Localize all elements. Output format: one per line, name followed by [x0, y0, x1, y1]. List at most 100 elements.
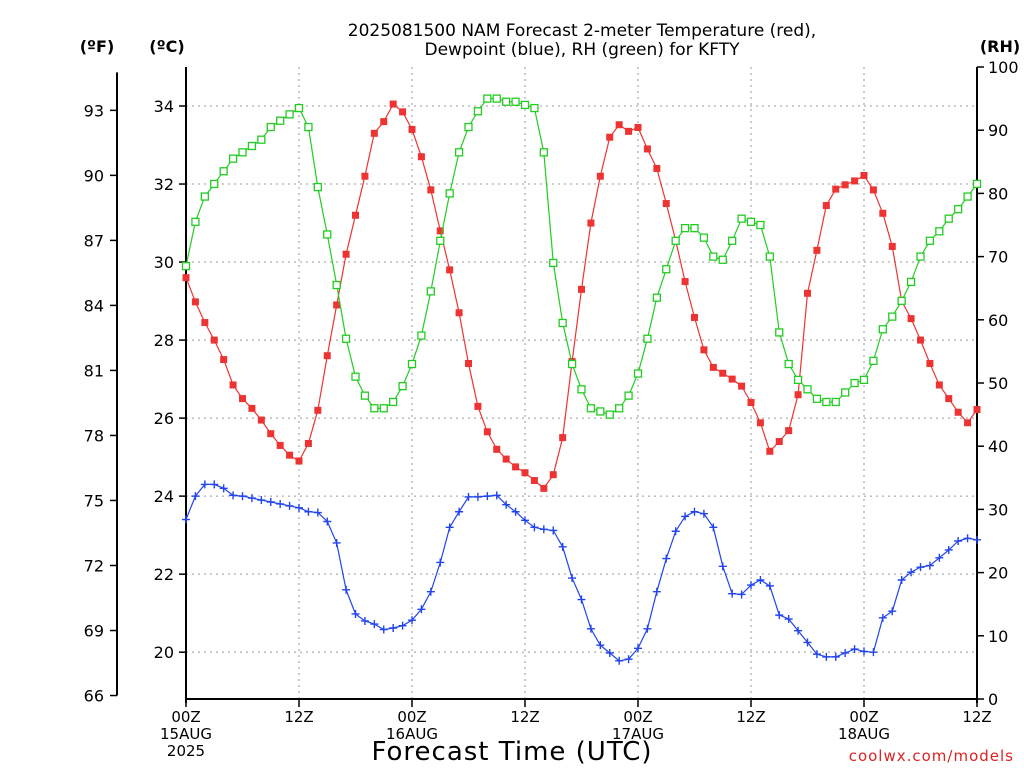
data-point [615, 656, 624, 665]
data-point [492, 94, 501, 103]
data-point [540, 484, 548, 492]
data-point [370, 129, 378, 137]
data-point [916, 252, 925, 261]
data-point [925, 561, 934, 570]
data-point [897, 576, 906, 585]
data-point [210, 480, 219, 489]
data-point [201, 319, 209, 327]
data-point [521, 469, 529, 477]
data-point [652, 587, 661, 596]
data-point [841, 388, 850, 397]
data-point [219, 167, 228, 176]
fahrenheit-tick-label: 90 [84, 166, 104, 185]
rh-tick-label: 70 [988, 248, 1008, 267]
data-point [247, 141, 257, 151]
data-point [737, 590, 746, 599]
x-axis-title: Forecast Time (UTC) [371, 737, 652, 767]
fahrenheit-tick-label: 84 [84, 296, 104, 315]
data-point [634, 644, 642, 653]
data-point [313, 508, 322, 517]
data-point [257, 496, 266, 505]
data-point [577, 385, 586, 394]
data-point [964, 419, 972, 427]
data-point [643, 624, 652, 633]
data-point [248, 404, 256, 412]
data-point [436, 236, 445, 245]
data-point [191, 217, 200, 226]
x-tick-label: 12Z [736, 708, 765, 726]
data-point [464, 122, 473, 132]
data-point [963, 534, 972, 543]
data-point [671, 527, 680, 536]
data-point [851, 177, 859, 185]
data-point [804, 289, 811, 297]
data-point [426, 587, 435, 596]
data-point [493, 445, 501, 453]
data-point [860, 647, 868, 656]
data-point [775, 438, 783, 446]
fahrenheit-tick-label: 78 [84, 426, 104, 445]
data-point [266, 497, 275, 506]
axes [116, 67, 978, 703]
data-point [229, 381, 237, 389]
data-point [596, 407, 605, 416]
celsius-axis-label: (ºC) [149, 37, 184, 56]
series-rh [181, 94, 982, 419]
data-point [427, 186, 435, 194]
data-point [652, 293, 661, 302]
data-point [407, 359, 417, 369]
data-point [803, 638, 812, 647]
data-point [699, 509, 708, 518]
data-point [662, 265, 671, 274]
data-point [389, 100, 397, 108]
celsius-tick-label: 26 [154, 409, 174, 428]
data-point [267, 430, 275, 438]
data-point [586, 624, 595, 633]
data-point [850, 378, 859, 388]
data-point [737, 214, 746, 223]
data-point [398, 382, 407, 391]
data-point [286, 451, 294, 459]
data-point [812, 394, 822, 403]
data-point [285, 501, 294, 510]
data-point [869, 356, 878, 366]
data-point [746, 217, 756, 226]
data-point [973, 535, 981, 544]
chart-title-line2: Dewpoint (blue), RH (green) for KFTY [425, 40, 741, 60]
data-point [539, 525, 548, 534]
data-point [586, 404, 596, 413]
data-point [370, 404, 379, 413]
data-point [511, 97, 520, 106]
data-point [445, 523, 454, 532]
data-point [878, 613, 887, 622]
series-line [185, 483, 978, 662]
series-dewpoint [182, 480, 981, 665]
series-line [185, 103, 978, 490]
data-point [605, 410, 614, 419]
data-point [182, 274, 190, 282]
celsius-tick-label: 30 [154, 253, 174, 272]
data-point [878, 325, 887, 334]
data-point [926, 359, 934, 367]
data-point [342, 585, 351, 594]
data-point [728, 236, 737, 245]
data-point [408, 616, 416, 625]
data-point [520, 100, 530, 110]
data-point [530, 477, 538, 485]
data-point [559, 434, 567, 442]
celsius-tick-label: 24 [154, 487, 174, 506]
data-point [304, 439, 312, 447]
celsius-tick-label: 28 [154, 331, 174, 350]
fahrenheit-tick-label: 72 [84, 556, 104, 575]
data-point [417, 331, 426, 340]
rh-tick-label: 0 [988, 690, 998, 709]
rh-tick-label: 30 [988, 500, 1008, 519]
data-point [606, 133, 614, 141]
data-point [925, 236, 935, 245]
data-point [709, 523, 718, 532]
data-point [643, 145, 651, 153]
data-point [304, 122, 313, 132]
data-point [747, 581, 755, 590]
data-point [756, 576, 765, 585]
chart-title-line1: 2025081500 NAM Forecast 2-meter Temperat… [348, 21, 816, 41]
